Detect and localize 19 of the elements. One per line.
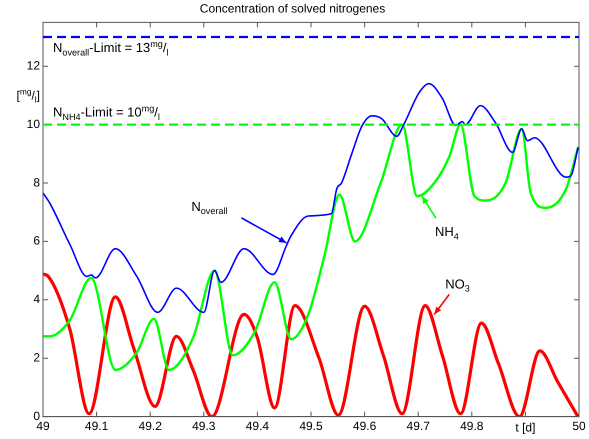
- y-tick-label: 8: [33, 175, 40, 190]
- line-series: [43, 82, 579, 314]
- x-tick-label: 49.1: [84, 419, 109, 434]
- line-series: [43, 123, 579, 372]
- x-tick-label: 49.7: [406, 419, 430, 434]
- x-axis-title: t [d]: [515, 420, 536, 435]
- y-tick-label: 6: [33, 234, 40, 248]
- x-tick-label: 49.5: [299, 419, 323, 434]
- x-tick-label: 50: [572, 419, 586, 434]
- y-tick-label: 4: [33, 292, 40, 306]
- x-tick-label: 49.4: [246, 419, 270, 434]
- chart-title: Concentration of solved nitrogenes: [200, 2, 386, 16]
- x-tick-label: 49.8: [460, 419, 484, 434]
- y-tick-label: 12: [26, 58, 40, 73]
- x-tick-label: 49.3: [192, 419, 216, 434]
- x-tick-label: 49.2: [138, 419, 162, 434]
- x-tick-label: 49.6: [352, 419, 377, 434]
- y-tick-label: 10: [26, 116, 40, 131]
- y-tick-label: 2: [33, 350, 40, 365]
